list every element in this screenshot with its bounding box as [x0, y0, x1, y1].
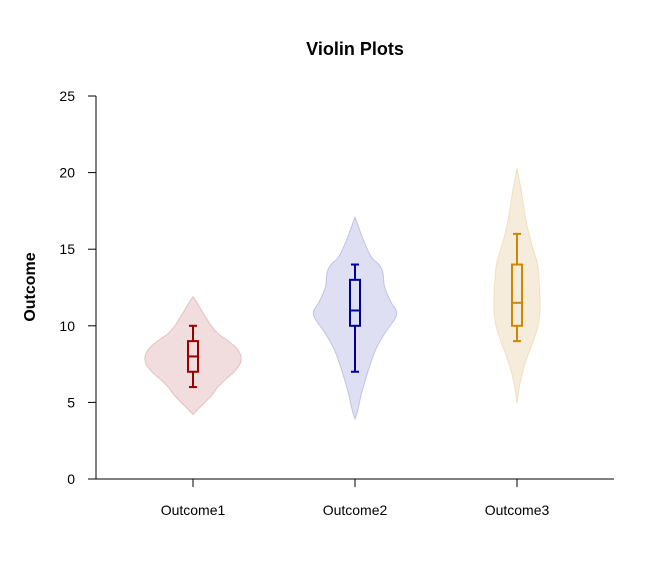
- violin-outcome3: [493, 167, 541, 405]
- violin-outcome1: [144, 295, 242, 416]
- y-axis-label: Outcome: [22, 252, 39, 321]
- y-ticks: 0 5 10 15 20 25: [59, 88, 96, 487]
- y-tick-label: 15: [59, 241, 75, 257]
- x-tick-label-outcome2: Outcome2: [323, 502, 388, 518]
- violin-body: [493, 167, 541, 405]
- x-tick-label-outcome3: Outcome3: [485, 502, 550, 518]
- x-tick-label-outcome1: Outcome1: [161, 502, 226, 518]
- y-tick-label: 10: [59, 318, 75, 334]
- box-iqr: [349, 278, 361, 327]
- y-tick-label: 25: [59, 88, 75, 104]
- y-tick-label: 5: [67, 394, 75, 410]
- violin-body: [312, 215, 398, 421]
- violins: [144, 167, 541, 421]
- y-tick-label: 0: [67, 471, 75, 487]
- y-tick-label: 20: [59, 165, 75, 181]
- box-iqr: [511, 263, 523, 327]
- x-ticks: Outcome1 Outcome2 Outcome3: [161, 479, 550, 518]
- chart-title: Violin Plots: [306, 39, 404, 59]
- violin-outcome2: [312, 215, 398, 421]
